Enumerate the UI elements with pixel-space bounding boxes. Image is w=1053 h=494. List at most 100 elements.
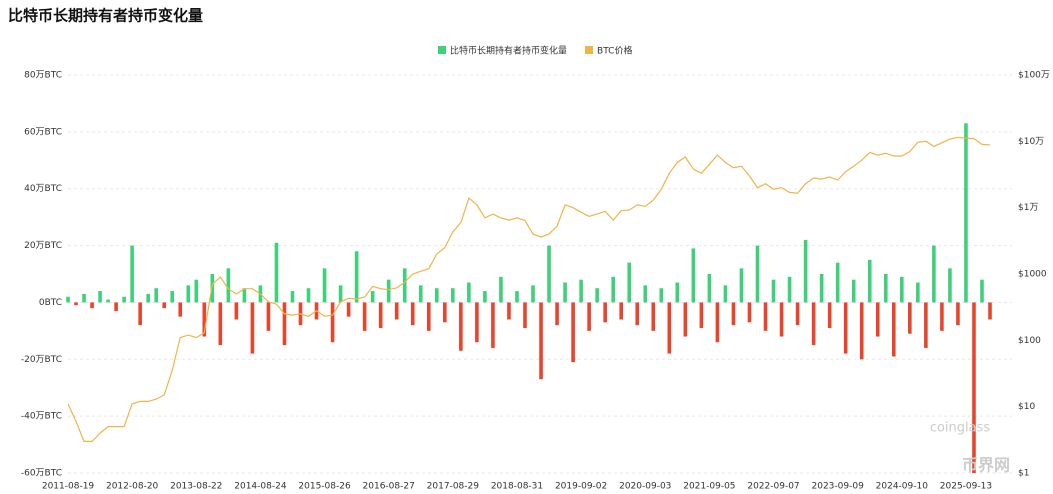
x-tick-label: 2025-09-13	[940, 482, 992, 492]
bar	[715, 302, 720, 343]
bar	[779, 302, 784, 337]
bar	[114, 302, 118, 311]
bar	[226, 268, 231, 303]
bar	[426, 302, 431, 331]
bar	[859, 302, 864, 360]
bar	[787, 276, 792, 303]
bar	[675, 282, 680, 303]
bar	[274, 242, 279, 303]
bar	[891, 302, 896, 357]
y2-tick-label: $1万	[1018, 203, 1038, 213]
x-tick-label: 2021-09-05	[683, 482, 735, 492]
y2-tick-label: $10万	[1018, 137, 1044, 147]
bar	[130, 245, 134, 303]
bar	[531, 285, 535, 303]
bar	[154, 288, 158, 303]
legend-label: 比特币长期持有者持币变化量	[450, 45, 567, 57]
bar	[106, 299, 110, 303]
y-tick-label: 20万BTC	[24, 241, 62, 251]
bar	[330, 302, 335, 343]
x-tick-label: 2024-09-10	[876, 482, 929, 492]
bar	[563, 282, 567, 303]
bar	[659, 288, 664, 303]
bar	[627, 262, 632, 303]
x-tick-label: 2016-08-27	[363, 482, 415, 492]
bar	[362, 302, 367, 331]
bar	[306, 288, 311, 303]
bar	[924, 302, 928, 348]
x-tick-label: 2015-08-26	[298, 482, 351, 492]
bar	[843, 302, 848, 354]
bar	[811, 302, 816, 346]
bar	[266, 302, 271, 331]
bar	[459, 302, 463, 351]
y-tick-label: -60万BTC	[21, 469, 62, 479]
bar	[467, 282, 471, 303]
bar	[699, 302, 704, 329]
bar	[755, 245, 760, 303]
bar	[579, 279, 583, 303]
y-tick-label: 0BTC	[39, 298, 62, 308]
bar	[547, 245, 551, 303]
y2-tick-label: $10	[1018, 402, 1035, 412]
bar	[90, 302, 94, 309]
bar	[964, 123, 968, 303]
y-tick-label: -40万BTC	[21, 412, 62, 422]
bar	[483, 291, 487, 303]
bar	[234, 302, 239, 320]
bar	[475, 302, 479, 343]
bar	[972, 302, 976, 473]
bar	[354, 251, 359, 303]
bar	[346, 302, 351, 317]
bar	[178, 302, 183, 317]
y-tick-label: 40万BTC	[24, 184, 62, 194]
bar	[571, 302, 575, 363]
bar	[499, 276, 503, 303]
bar	[218, 302, 223, 346]
bar	[282, 302, 287, 346]
bar	[683, 302, 688, 337]
bar	[763, 302, 768, 331]
bar	[819, 274, 824, 303]
bar	[435, 288, 439, 303]
bar	[619, 302, 623, 320]
bar	[908, 302, 912, 334]
bar	[443, 302, 447, 323]
y2-tick-label: $100万	[1018, 71, 1050, 81]
price-line	[67, 136, 991, 442]
bar	[595, 288, 599, 303]
x-tick-label: 2011-08-19	[42, 482, 95, 492]
bar	[394, 302, 399, 320]
x-tick-label: 2014-08-24	[234, 482, 287, 492]
bar	[827, 302, 832, 329]
y-tick-label: 60万BTC	[24, 127, 62, 137]
bar	[386, 279, 391, 303]
bar	[418, 285, 423, 303]
bar	[916, 282, 920, 303]
bar	[122, 296, 126, 303]
bar	[956, 302, 960, 326]
x-tick-label: 2020-09-03	[619, 482, 671, 492]
x-tick-label: 2013-08-22	[170, 482, 222, 492]
bar	[988, 302, 992, 320]
bar	[451, 288, 455, 303]
bar	[635, 302, 640, 326]
bar	[867, 259, 872, 303]
bar	[170, 291, 175, 303]
bar	[723, 285, 728, 303]
bar	[875, 302, 880, 337]
bar	[402, 268, 407, 303]
bar	[835, 262, 840, 303]
bar	[803, 239, 808, 303]
bar	[707, 274, 712, 303]
bar	[146, 293, 150, 303]
bar	[186, 285, 191, 303]
bar	[250, 302, 255, 354]
legend-swatch	[438, 46, 446, 54]
bar	[322, 268, 327, 303]
bar	[378, 302, 383, 329]
bar	[491, 302, 495, 348]
bar	[507, 302, 511, 320]
y2-tick-label: $1000	[1018, 270, 1047, 280]
